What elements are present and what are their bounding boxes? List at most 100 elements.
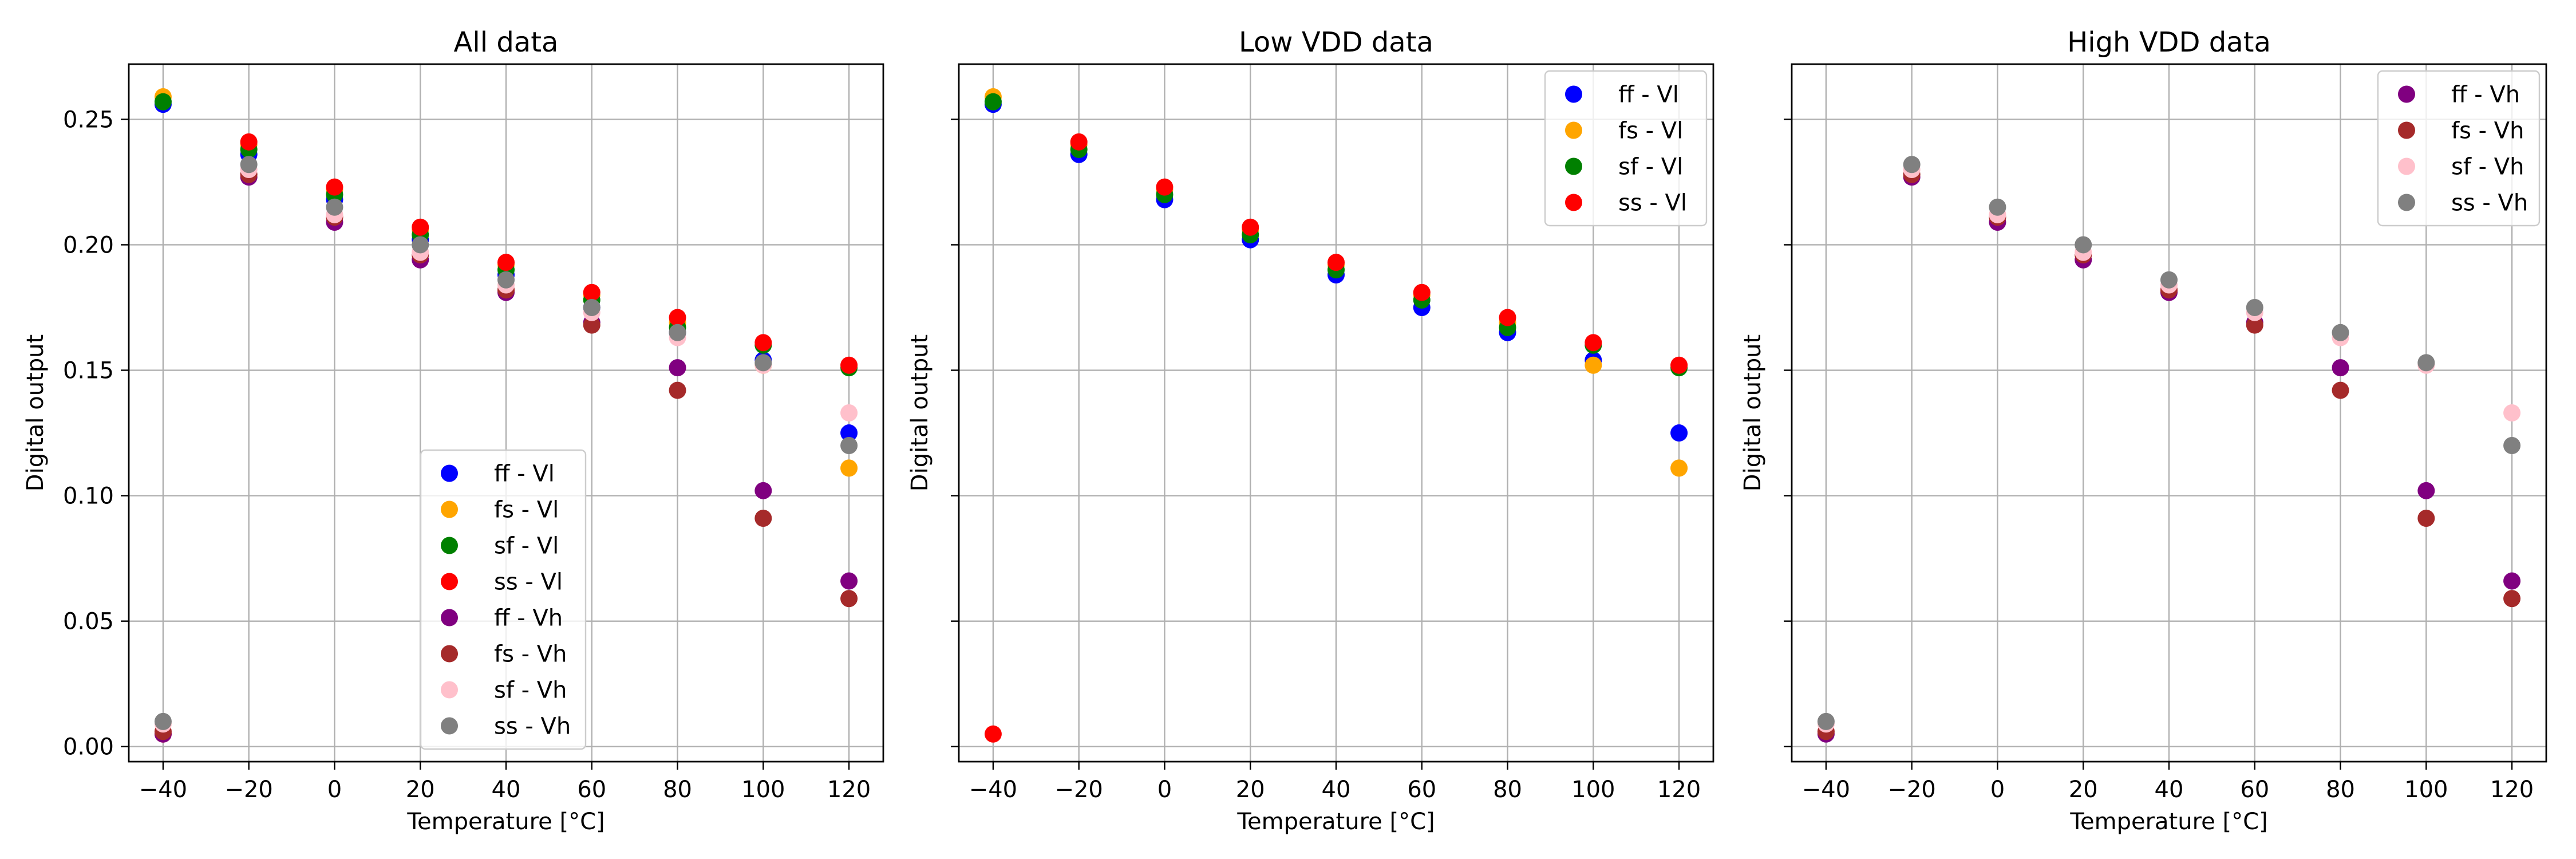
legend-label: fs - Vl	[494, 497, 559, 523]
data-point	[1585, 356, 1602, 374]
data-point	[1989, 198, 2006, 216]
legend-label: ss - Vl	[494, 569, 563, 596]
data-point	[1903, 156, 1921, 174]
legend-box	[2377, 70, 2541, 227]
data-point	[2246, 298, 2263, 316]
data-point	[840, 459, 858, 477]
data-point	[497, 271, 515, 289]
legend-marker	[1565, 85, 1582, 103]
legend-marker	[441, 464, 458, 482]
data-point	[1670, 424, 1688, 442]
y-tick-label: 0.15	[63, 358, 114, 384]
legend-label: fs - Vh	[2451, 118, 2524, 144]
x-axis-label: Temperature [°C]	[1236, 809, 1435, 835]
legend-box	[1544, 70, 1708, 227]
data-point	[2503, 572, 2521, 590]
data-point	[1670, 356, 1688, 374]
data-point	[1156, 178, 1174, 196]
data-point	[154, 712, 172, 730]
data-point	[754, 334, 772, 352]
chart-panel-2: −40 −20 0 20 40 60 80 100 120 Low VDD data Tempera…	[907, 26, 1714, 835]
legend-label: fs - Vh	[494, 641, 567, 668]
data-point	[326, 178, 343, 196]
legend-marker	[441, 681, 458, 699]
x-tick-label: 120	[827, 777, 871, 803]
legend-marker	[2398, 85, 2415, 103]
y-tick-label: 0.10	[63, 483, 114, 510]
x-tick-label: 0	[327, 777, 342, 803]
y-axis-label: Digital output	[907, 334, 933, 491]
legend-label: ff - Vh	[2451, 82, 2520, 108]
legend-marker	[1565, 194, 1582, 211]
data-point	[669, 359, 686, 377]
legend-marker	[441, 609, 458, 626]
data-point	[583, 316, 600, 334]
x-axis-label: Temperature [°C]	[406, 809, 605, 835]
data-point	[154, 93, 172, 111]
data-point	[984, 725, 1002, 743]
data-point	[240, 133, 258, 151]
legend: ff - Vl fs - Vl sf - Vl ss - Vl ff - Vh fs - …	[420, 449, 587, 750]
data-point	[583, 283, 600, 301]
x-tick-label: −20	[224, 777, 272, 803]
x-tick-label: 40	[2155, 777, 2184, 803]
data-point	[1817, 712, 1835, 730]
data-point	[412, 236, 429, 254]
y-tick-label: 0.00	[63, 734, 114, 761]
x-tick-label: 120	[2490, 777, 2534, 803]
legend-marker	[1565, 121, 1582, 139]
x-tick-label: 60	[2240, 777, 2269, 803]
x-tick-label: 100	[1571, 777, 1615, 803]
data-point	[2503, 590, 2521, 608]
x-tick-label: 0	[1990, 777, 2005, 803]
legend-marker	[441, 573, 458, 590]
x-tick-label: 20	[406, 777, 435, 803]
y-tick-label: 0.05	[63, 609, 114, 635]
data-point	[840, 590, 858, 608]
data-point	[669, 381, 686, 399]
x-axis-label: Temperature [°C]	[2069, 809, 2267, 835]
legend: ff - Vh fs - Vh sf - Vh ss - Vh	[2377, 70, 2541, 227]
data-point	[2332, 381, 2349, 399]
x-tick-label: 80	[1493, 777, 1522, 803]
data-point	[669, 309, 686, 326]
chart-title: High VDD data	[2067, 26, 2271, 58]
legend-marker	[2398, 157, 2415, 175]
x-tick-label: −20	[1054, 777, 1103, 803]
legend-label: sf - Vh	[2451, 154, 2524, 180]
chart-panel-1: −40 −20 0 20 40 60 80 100 120 0.00 0.05 0.10 0.15 0.2…	[22, 26, 884, 835]
y-axis-label: Digital output	[1740, 334, 1766, 491]
legend-label: sf - Vh	[494, 677, 567, 704]
legend-label: ss - Vh	[494, 714, 571, 740]
legend: ff - Vl fs - Vl sf - Vl ss - Vl	[1544, 70, 1708, 227]
data-point	[2332, 324, 2349, 341]
data-point	[984, 93, 1002, 111]
legend-label: fs - Vl	[1618, 118, 1683, 144]
legend-marker	[2398, 194, 2415, 211]
data-point	[754, 482, 772, 499]
legend-label: ss - Vh	[2451, 190, 2528, 216]
x-tick-label: −40	[969, 777, 1017, 803]
x-tick-label: 60	[1407, 777, 1436, 803]
x-tick-label: 40	[1322, 777, 1351, 803]
data-point	[1242, 218, 1259, 236]
x-tick-label: 60	[577, 777, 606, 803]
data-point	[583, 298, 600, 316]
data-point	[2246, 316, 2263, 334]
x-tick-label: 100	[2404, 777, 2448, 803]
legend-label: ff - Vh	[494, 605, 563, 632]
data-point	[754, 510, 772, 527]
data-point	[2075, 236, 2092, 254]
data-point	[1499, 309, 1516, 326]
y-tick-label: 0.20	[63, 232, 114, 258]
data-point	[2417, 354, 2435, 372]
legend-marker	[1565, 157, 1582, 175]
legend-marker	[441, 501, 458, 518]
data-point	[1070, 133, 1088, 151]
data-point	[2417, 510, 2435, 527]
x-tick-label: 40	[492, 777, 521, 803]
chart-panel-3: −40 −20 0 20 40 60 80 100 120 High VDD data Temper…	[1740, 26, 2547, 835]
data-point	[240, 156, 258, 174]
y-tick-label: 0.25	[63, 107, 114, 133]
